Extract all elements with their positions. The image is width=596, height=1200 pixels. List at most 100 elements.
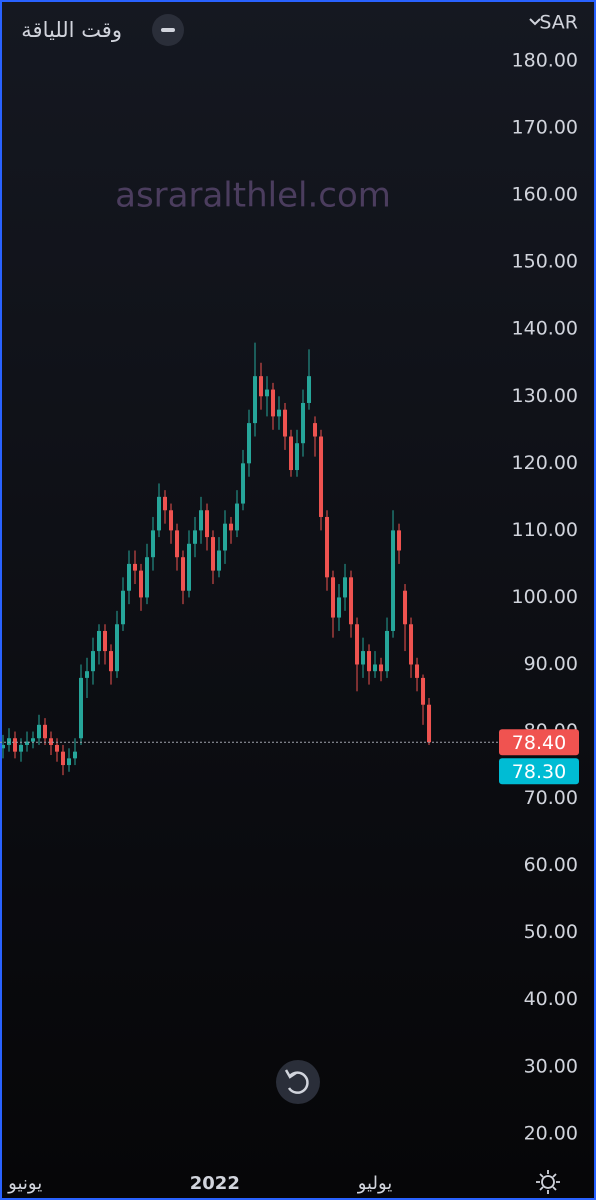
candle-body — [157, 496, 162, 531]
candle-body — [49, 738, 54, 745]
y-tick-label: 90.00 — [524, 653, 578, 675]
candle-body — [91, 651, 96, 672]
candle-body — [121, 590, 126, 625]
candle-body — [79, 677, 84, 739]
y-tick-label: 100.00 — [512, 586, 578, 608]
candle-body — [223, 523, 228, 551]
candle-body — [127, 563, 132, 591]
candle-body — [355, 624, 360, 665]
candle-body — [199, 510, 204, 531]
candle-body — [205, 510, 210, 538]
price-label-box — [499, 758, 579, 785]
candle-body — [1, 744, 6, 749]
y-tick-label: 150.00 — [512, 251, 578, 273]
candle-body — [397, 530, 402, 551]
currency-chevron[interactable] — [529, 18, 541, 26]
candle-body — [55, 744, 60, 752]
reset-button[interactable] — [276, 1060, 320, 1104]
candle-body — [307, 376, 312, 403]
candle-body — [25, 741, 30, 745]
candle-body — [391, 530, 396, 631]
y-tick-label: 50.00 — [524, 921, 578, 943]
candle-body — [379, 664, 384, 672]
y-tick-label: 120.00 — [512, 452, 578, 474]
candle-body — [175, 530, 180, 558]
candle-body — [109, 651, 114, 672]
y-tick-label: 180.00 — [512, 50, 578, 72]
candle-body — [133, 563, 138, 571]
price-label: 78.40 — [512, 732, 566, 754]
candle-body — [187, 543, 192, 591]
candle-body — [31, 738, 36, 742]
currency[interactable]: SAR — [539, 12, 578, 34]
candle-body — [97, 630, 102, 652]
plot: 20.0030.0040.0050.0060.0070.0080.0090.00… — [1, 50, 578, 1194]
candle-body — [313, 423, 318, 437]
chart-title: وقت اللياقة — [21, 18, 122, 42]
candle-body — [409, 624, 414, 665]
candle-body — [235, 503, 240, 531]
y-tick-label: 110.00 — [512, 519, 578, 541]
y-tick-label: 170.00 — [512, 117, 578, 139]
candle-body — [283, 409, 288, 437]
candle-body — [301, 402, 306, 444]
candle-body — [67, 758, 72, 766]
candle-body — [163, 496, 168, 511]
candle-body — [19, 744, 24, 752]
candle-body — [181, 557, 186, 591]
candle-body — [361, 651, 366, 665]
candle-body — [229, 523, 234, 531]
candle-body — [73, 751, 78, 759]
price-label-box — [499, 729, 579, 756]
candle-body — [7, 738, 12, 745]
y-tick-label: 140.00 — [512, 318, 578, 340]
candle-body — [277, 409, 282, 417]
candle-body — [367, 651, 372, 672]
candle-body — [265, 389, 270, 397]
candle-body — [403, 590, 408, 625]
candle-body — [151, 530, 156, 558]
candle-body — [253, 376, 258, 424]
candle-body — [85, 671, 90, 678]
candle-body — [373, 664, 378, 672]
candle-body — [193, 530, 198, 544]
candle-body — [139, 570, 144, 598]
candle-body — [289, 436, 294, 471]
candle-body — [337, 597, 342, 618]
candle-body — [325, 516, 330, 578]
collapse-button[interactable] — [152, 14, 184, 46]
candle-body — [13, 738, 18, 752]
candle-body — [61, 751, 66, 766]
candle-body — [217, 550, 222, 571]
y-tick-label: 70.00 — [524, 787, 578, 809]
candle-body — [427, 704, 432, 743]
x-tick-label: 2022 — [190, 1173, 240, 1194]
x-tick-label: يوليو — [357, 1173, 393, 1194]
candle-body — [271, 389, 276, 417]
theme-button[interactable] — [536, 1170, 560, 1194]
candle-body — [247, 423, 252, 464]
price-label: 78.30 — [512, 761, 566, 783]
candle-body — [115, 624, 120, 672]
y-tick-label: 60.00 — [524, 854, 578, 876]
candle-body — [319, 436, 324, 517]
y-tick-label: 30.00 — [524, 1055, 578, 1077]
candle-body — [349, 577, 354, 625]
y-tick-label: 40.00 — [524, 988, 578, 1010]
candle-body — [169, 510, 174, 531]
candle-body — [343, 577, 348, 598]
y-tick-label: 130.00 — [512, 385, 578, 407]
candle-body — [421, 677, 426, 705]
candle-body — [43, 724, 48, 739]
candle-body — [259, 376, 264, 397]
candle-body — [37, 724, 42, 739]
x-tick-label: يونيو — [7, 1173, 42, 1194]
candle-body — [145, 557, 150, 598]
y-tick-label: 20.00 — [524, 1122, 578, 1144]
watermark: asraralthlel.com — [115, 176, 391, 216]
candle-body — [415, 664, 420, 678]
candle-body — [331, 577, 336, 618]
